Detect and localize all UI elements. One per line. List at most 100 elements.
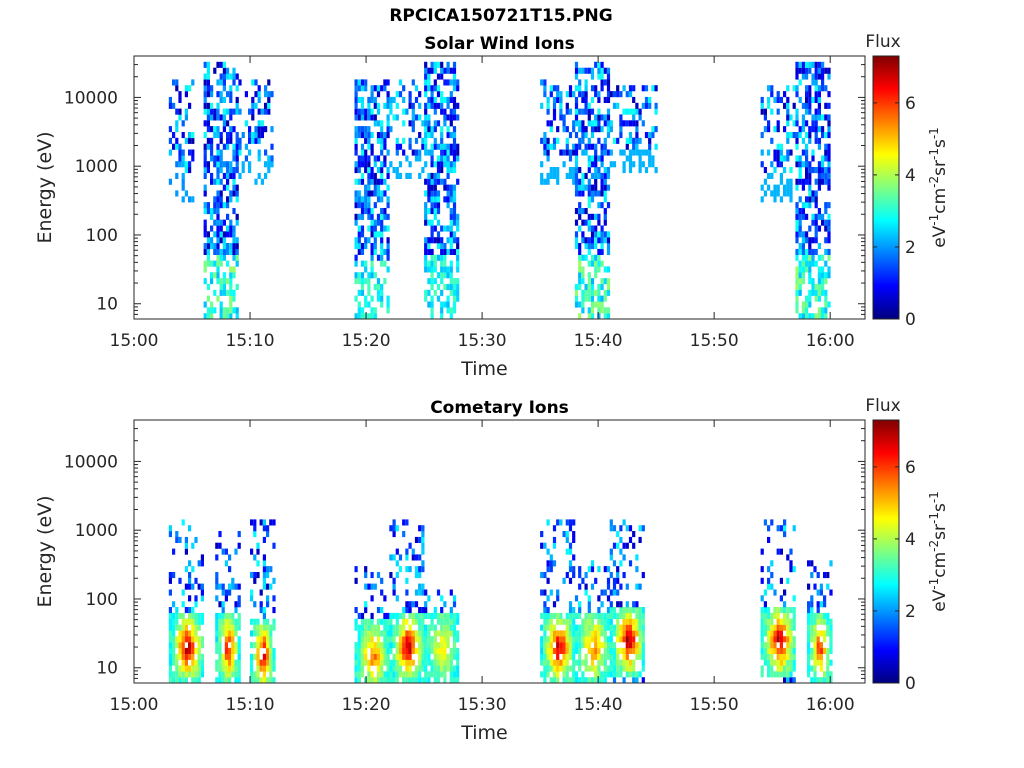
spectrogram-cell (824, 307, 828, 314)
spectrogram-cell (424, 213, 428, 220)
y-tick-label: 1000 (75, 521, 118, 541)
spectrogram-cell (616, 671, 620, 678)
spectrogram-cell (188, 560, 192, 567)
spectrogram-cell (364, 126, 368, 133)
spectrogram-cell (206, 79, 210, 86)
spectrogram-cell (224, 677, 228, 684)
spectrogram-cell (424, 219, 428, 226)
spectrogram-cell (194, 665, 198, 672)
spectrogram-cell (584, 612, 588, 619)
spectrogram-cell (446, 659, 450, 666)
spectrogram-cell (813, 618, 817, 625)
spectrogram-cell (216, 266, 220, 273)
spectrogram-cell (414, 85, 419, 92)
spectrogram-cell (549, 91, 553, 98)
spectrogram-cell (808, 243, 812, 250)
spectrogram-cell (354, 243, 358, 250)
spectrogram-cell (452, 96, 457, 103)
spectrogram-cell (188, 671, 192, 678)
spectrogram-cell (172, 79, 176, 86)
spectrogram-cell (552, 108, 557, 115)
spectrogram-cell (224, 659, 228, 666)
spectrogram-cell (405, 566, 409, 573)
spectrogram-cell (628, 665, 633, 672)
spectrogram-cell (194, 536, 198, 543)
spectrogram-cell (543, 618, 547, 625)
spectrogram-cell (364, 266, 368, 273)
spectrogram-cell (354, 671, 358, 678)
spectrogram-cell (224, 624, 228, 631)
spectrogram-cell (452, 231, 457, 238)
spectrogram-cell (773, 196, 777, 203)
spectrogram-cell (364, 566, 368, 573)
spectrogram-cell (219, 190, 223, 197)
spectrogram-cell (584, 618, 588, 625)
spectrogram-cell (216, 178, 220, 185)
spectrogram-cell (556, 589, 560, 596)
spectrogram-cell (546, 155, 550, 162)
spectrogram-cell (386, 248, 390, 255)
spectrogram-cell (424, 601, 428, 608)
spectrogram-cell (383, 213, 387, 220)
spectrogram-cell (178, 536, 182, 543)
spectrogram-cell (568, 566, 573, 573)
spectrogram-cell (600, 231, 604, 238)
spectrogram-cell (449, 612, 453, 619)
spectrogram-cell (786, 184, 790, 191)
spectrogram-cell (786, 677, 790, 684)
spectrogram-cell (386, 612, 390, 619)
spectrogram-cell (452, 61, 457, 68)
spectrogram-cell (430, 149, 434, 156)
spectrogram-cell (801, 254, 805, 261)
spectrogram-cell (798, 126, 802, 133)
spectrogram-cell (357, 636, 361, 643)
spectrogram-cell (440, 642, 444, 649)
spectrogram-cell (386, 172, 390, 179)
spectrogram-cell (433, 85, 437, 92)
spectrogram-cell (763, 190, 767, 197)
spectrogram-cell (449, 283, 453, 290)
spectrogram-cell (609, 525, 613, 532)
spectrogram-cell (452, 155, 457, 162)
spectrogram-cell (816, 642, 820, 649)
spectrogram-cell (578, 167, 582, 174)
spectrogram-cell (354, 566, 358, 573)
spectrogram-cell (817, 243, 821, 250)
spectrogram-cell (590, 647, 595, 654)
spectrogram-cell (392, 531, 396, 538)
spectrogram-cell (188, 612, 192, 619)
spectrogram-cell (168, 137, 172, 144)
spectrogram-cell (367, 677, 371, 684)
spectrogram-cell (360, 618, 365, 625)
spectrogram-cell (590, 126, 595, 133)
spectrogram-cell (817, 73, 821, 80)
spectrogram-cell (373, 307, 377, 314)
spectrogram-cell (816, 653, 820, 660)
spectrogram-cell (376, 642, 381, 649)
spectrogram-cell (256, 642, 260, 649)
spectrogram-cell (814, 219, 818, 226)
spectrogram-cell (224, 560, 228, 567)
spectrogram-cell (443, 67, 447, 74)
spectrogram-cell (773, 149, 777, 156)
spectrogram-cell (805, 161, 809, 168)
solar-wind-colorbar-unit-label: eV-1​cm-2​sr-1​s-1​ (927, 127, 950, 248)
spectrogram-cell (594, 636, 598, 643)
spectrogram-cell (590, 132, 595, 139)
spectrogram-cell (578, 272, 582, 279)
spectrogram-cell (632, 647, 636, 654)
spectrogram-cell (813, 566, 817, 573)
spectrogram-cell (446, 653, 450, 660)
spectrogram-cell (229, 108, 233, 115)
spectrogram-cell (386, 213, 390, 220)
spectrogram-cell (424, 114, 428, 121)
spectrogram-cell (418, 642, 422, 649)
spectrogram-cell (452, 161, 457, 168)
spectrogram-cell (628, 659, 633, 666)
spectrogram-cell (760, 665, 764, 672)
spectrogram-cell (543, 607, 547, 614)
spectrogram-cell (232, 178, 236, 185)
spectrogram-cell (805, 67, 809, 74)
spectrogram-cell (578, 248, 582, 255)
spectrogram-cell (380, 149, 384, 156)
